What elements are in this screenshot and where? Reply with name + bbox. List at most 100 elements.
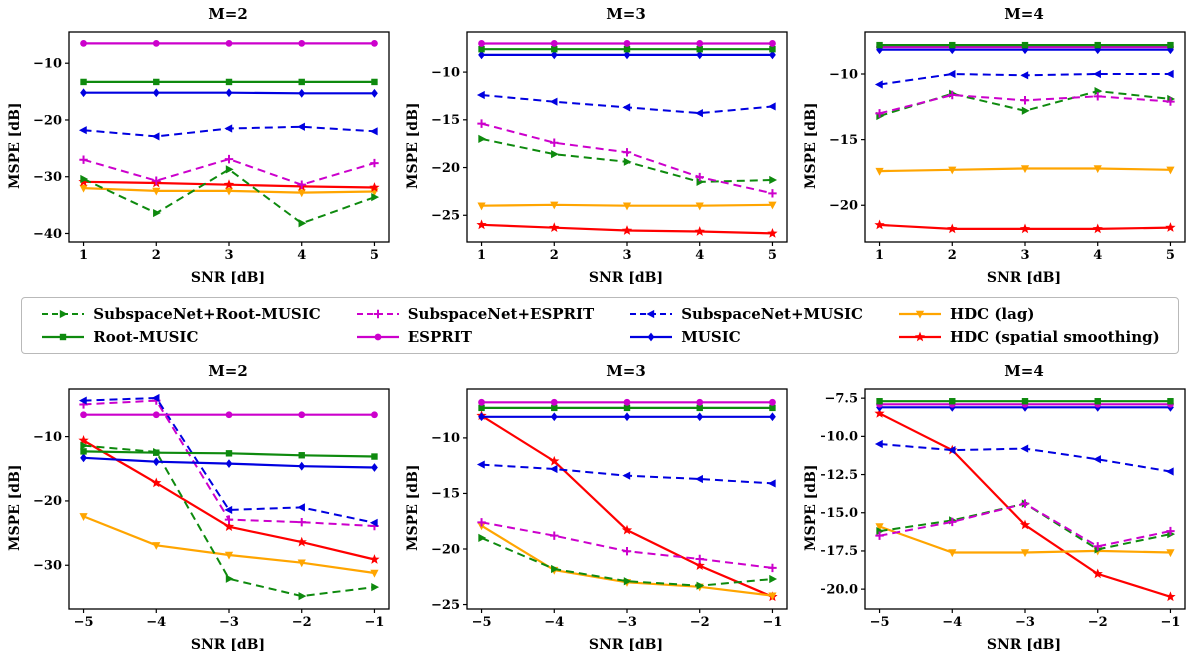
svg-text:−25: −25 xyxy=(431,598,460,613)
svg-text:−10: −10 xyxy=(431,65,460,80)
subplot-title: M=4 xyxy=(1004,5,1044,23)
svg-text:−1: −1 xyxy=(762,615,782,630)
svg-text:1: 1 xyxy=(79,248,88,263)
svg-text:5: 5 xyxy=(1166,248,1175,263)
legend-line-sample xyxy=(42,309,85,319)
plot-region: MSPE [dB] −5−4−3−2−1−7.5−10.0−12.5−15.0−… xyxy=(801,381,1195,635)
y-axis-label: MSPE [dB] xyxy=(405,464,421,552)
svg-text:3: 3 xyxy=(224,248,233,263)
subplot-bottom-m4: M=4 MSPE [dB] −5 −4 −3 −2 −1 −7.5 −10.0 −12.5 −1… xyxy=(801,361,1195,657)
legend-item-subspacenet-esprit: SubspaceNet+ESPRIT xyxy=(355,305,595,323)
legend-label: SubspaceNet+MUSIC xyxy=(681,305,863,323)
legend-line-sample xyxy=(630,309,673,319)
svg-text:−2: −2 xyxy=(1088,615,1108,630)
y-axis-label: MSPE [dB] xyxy=(405,102,421,190)
legend-label: HDC (spatial smoothing) xyxy=(949,328,1160,346)
legend-item-root-music: Root-MUSIC xyxy=(40,328,320,346)
svg-text:−20: −20 xyxy=(431,542,460,557)
x-axis-label: SNR [dB] xyxy=(986,270,1062,286)
plot-top-m4: 1 2 3 4 5 −10 −15 −20 xyxy=(829,31,1186,263)
subplot-title: M=2 xyxy=(208,5,248,23)
svg-text:−1: −1 xyxy=(1160,615,1180,630)
svg-text:−12.5: −12.5 xyxy=(821,468,858,483)
svg-text:−10.0: −10.0 xyxy=(821,430,858,445)
x-axis-label: SNR [dB] xyxy=(588,637,664,653)
legend-label: MUSIC xyxy=(681,328,741,346)
subplot-title: M=3 xyxy=(606,5,646,23)
svg-text:−4: −4 xyxy=(544,615,564,630)
svg-text:1: 1 xyxy=(477,248,486,263)
svg-text:−2: −2 xyxy=(292,615,312,630)
subplot-bottom-m3: M=3 MSPE [dB] −5 −4 −3 −2 −1 −10 −15 −20 −25 SNR… xyxy=(403,361,797,657)
svg-text:−4: −4 xyxy=(146,615,166,630)
svg-text:−30: −30 xyxy=(33,170,62,185)
legend-line-sample xyxy=(42,333,85,341)
legend-item-music: MUSIC xyxy=(628,328,863,346)
svg-text:−20.0: −20.0 xyxy=(821,582,858,597)
plot-region: MSPE [dB] −5 −4 −3 −2 −1 −10 −20 −30 xyxy=(5,381,399,635)
svg-text:−40: −40 xyxy=(33,227,62,242)
svg-text:−10: −10 xyxy=(33,430,62,445)
y-axis-label: MSPE [dB] xyxy=(7,102,23,190)
x-axis-label: SNR [dB] xyxy=(190,270,266,286)
plot-bottom-m4: −5 −4 −3 −2 −1 −7.5 −10.0 −12.5 −15.0 −17.5 −20.0 xyxy=(821,388,1186,630)
svg-text:−20: −20 xyxy=(829,199,858,214)
plot-region: MSPE [dB] −5 −4 −3 −2 −1 −10 −15 −20 −25 xyxy=(403,381,797,635)
plot-region: MSPE [dB] 1 2 3 4 5 −10 −15 −20 −25 xyxy=(403,24,797,268)
x-axis-label: SNR [dB] xyxy=(986,637,1062,653)
svg-text:−5: −5 xyxy=(870,615,890,630)
plot-bottom-m3: −5 −4 −3 −2 −1 −10 −15 −20 −25 xyxy=(431,388,788,630)
y-axis-label: MSPE [dB] xyxy=(803,464,819,552)
svg-text:4: 4 xyxy=(695,248,704,263)
plot-top-m2: 1 2 3 4 5 −10 −20 −30 −40 xyxy=(33,31,390,263)
svg-text:4: 4 xyxy=(297,248,306,263)
bottom-row: M=2 MSPE [dB] −5 −4 −3 −2 −1 −10 −20 −30 SNR [d… xyxy=(0,361,1200,657)
legend-label: Root-MUSIC xyxy=(93,328,199,346)
legend-label: SubspaceNet+ESPRIT xyxy=(407,305,595,323)
svg-text:−25: −25 xyxy=(431,209,460,224)
subplot-title: M=3 xyxy=(606,362,646,380)
legend-line-sample xyxy=(356,309,399,319)
legend-item-hdc-spatial-smoothing: HDC (spatial smoothing) xyxy=(897,328,1160,346)
svg-text:2: 2 xyxy=(948,248,957,263)
svg-text:−7.5: −7.5 xyxy=(824,391,858,406)
legend-label: ESPRIT xyxy=(407,328,472,346)
svg-text:−15: −15 xyxy=(829,133,858,148)
svg-text:−30: −30 xyxy=(33,559,62,574)
svg-text:2: 2 xyxy=(550,248,559,263)
y-axis-label: MSPE [dB] xyxy=(803,102,819,190)
legend-label: HDC (lag) xyxy=(949,305,1035,323)
svg-text:−5: −5 xyxy=(472,615,492,630)
svg-text:−17.5: −17.5 xyxy=(821,544,858,559)
subplot-title: M=2 xyxy=(208,362,248,380)
legend-item-subspacenet-music: SubspaceNet+MUSIC xyxy=(628,305,863,323)
subplot-top-m3: M=3 MSPE [dB] 1 2 3 4 5 −10 −15 −20 −25 SNR [dB] xyxy=(403,4,797,290)
svg-text:1: 1 xyxy=(875,248,884,263)
legend-line-sample xyxy=(356,333,399,341)
legend-line-sample xyxy=(630,332,673,342)
x-axis-label: SNR [dB] xyxy=(190,637,266,653)
svg-text:−20: −20 xyxy=(33,113,62,128)
svg-text:−3: −3 xyxy=(1015,615,1035,630)
subplot-bottom-m2: M=2 MSPE [dB] −5 −4 −3 −2 −1 −10 −20 −30 SNR [d… xyxy=(5,361,399,657)
svg-text:−3: −3 xyxy=(617,615,637,630)
svg-text:2: 2 xyxy=(152,248,161,263)
svg-text:−20: −20 xyxy=(33,494,62,509)
svg-text:3: 3 xyxy=(1020,248,1029,263)
svg-text:−15: −15 xyxy=(431,487,460,502)
svg-text:−2: −2 xyxy=(690,615,710,630)
svg-text:−15: −15 xyxy=(431,113,460,128)
svg-text:−15.0: −15.0 xyxy=(821,506,858,521)
legend-label: SubspaceNet+Root-MUSIC xyxy=(93,305,321,323)
svg-text:−10: −10 xyxy=(829,67,858,82)
plot-top-m3: 1 2 3 4 5 −10 −15 −20 −25 xyxy=(431,31,788,263)
subplot-title: M=4 xyxy=(1004,362,1044,380)
svg-text:5: 5 xyxy=(768,248,777,263)
svg-text:−20: −20 xyxy=(431,161,460,176)
legend: SubspaceNet+Root-MUSIC SubspaceNet+ESPRI… xyxy=(21,297,1179,354)
plot-region: MSPE [dB] 1 2 3 4 5 −10 −20 −30 −40 xyxy=(5,24,399,268)
x-axis-label: SNR [dB] xyxy=(588,270,664,286)
legend-line-sample xyxy=(898,310,941,319)
svg-text:−10: −10 xyxy=(33,57,62,72)
plot-region: MSPE [dB] 1 2 3 4 5 −10 −15 −20 xyxy=(801,24,1195,268)
